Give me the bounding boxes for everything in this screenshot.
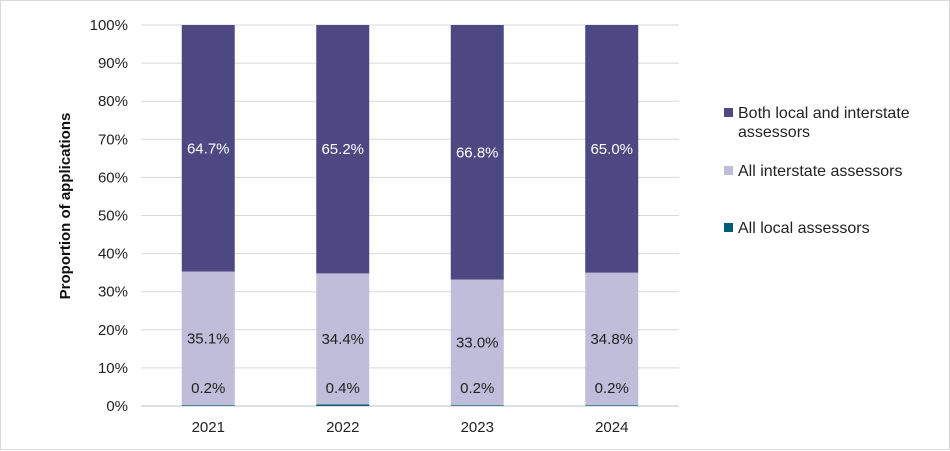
y-axis-title: Proportion of applications — [57, 113, 74, 300]
legend-label: All interstate assessors — [738, 163, 903, 180]
legend: Both local and interstate assessors All in… — [724, 105, 910, 237]
data-label: 0.2% — [595, 380, 629, 397]
data-label: 34.8% — [590, 331, 633, 348]
y-axis-ticks: 0% 10% 20% 30% 40% 50% 60% 70% 80% 90% 100% — [90, 17, 128, 415]
data-label: 0.4% — [326, 380, 360, 397]
x-tick-label: 2021 — [192, 419, 225, 436]
data-label: 65.2% — [321, 141, 364, 158]
legend-swatch — [724, 166, 733, 175]
bar-segment — [585, 405, 639, 406]
legend-label: All local assessors — [738, 220, 870, 237]
bar-segment — [181, 405, 235, 406]
y-tick-label: 100% — [90, 17, 128, 34]
legend-swatch — [724, 223, 733, 232]
bar-segment — [585, 272, 639, 406]
y-tick-label: 10% — [98, 360, 128, 377]
y-tick-label: 0% — [106, 398, 128, 415]
x-tick-label: 2023 — [461, 419, 494, 436]
data-label: 66.8% — [456, 144, 499, 161]
bar-segment — [316, 404, 370, 406]
legend-label: Both local and interstate — [738, 105, 910, 122]
data-label: 0.2% — [191, 380, 225, 397]
y-tick-label: 90% — [98, 55, 128, 72]
x-axis-ticks: 2021 2022 2023 2024 — [192, 419, 629, 436]
y-tick-label: 70% — [98, 131, 128, 148]
y-tick-label: 60% — [98, 169, 128, 186]
y-tick-label: 30% — [98, 284, 128, 301]
data-label: 35.1% — [187, 330, 230, 347]
bar-segment — [450, 279, 504, 406]
x-tick-label: 2022 — [326, 419, 359, 436]
data-labels: 0.2% 35.1% 64.7% 0.4% 34.4% 65.2% 0.2% 33.0% 66.… — [187, 140, 633, 397]
data-label: 33.0% — [456, 334, 499, 351]
x-tick-label: 2024 — [595, 419, 628, 436]
data-label: 65.0% — [590, 141, 633, 158]
data-label: 0.2% — [460, 380, 494, 397]
bar-segment — [450, 25, 504, 280]
bar-segment — [316, 273, 370, 405]
legend-swatch — [724, 108, 733, 117]
bar-segment — [181, 271, 235, 406]
data-label: 64.7% — [187, 140, 230, 157]
bars — [181, 25, 639, 406]
y-tick-label: 50% — [98, 208, 128, 225]
y-tick-label: 80% — [98, 93, 128, 110]
bar-segment — [181, 25, 235, 272]
legend-label: assessors — [738, 124, 810, 141]
bar-segment — [585, 25, 639, 273]
data-label: 34.4% — [321, 331, 364, 348]
y-tick-label: 20% — [98, 322, 128, 339]
bar-segment — [316, 25, 370, 274]
bar-segment — [450, 405, 504, 406]
y-tick-label: 40% — [98, 246, 128, 263]
